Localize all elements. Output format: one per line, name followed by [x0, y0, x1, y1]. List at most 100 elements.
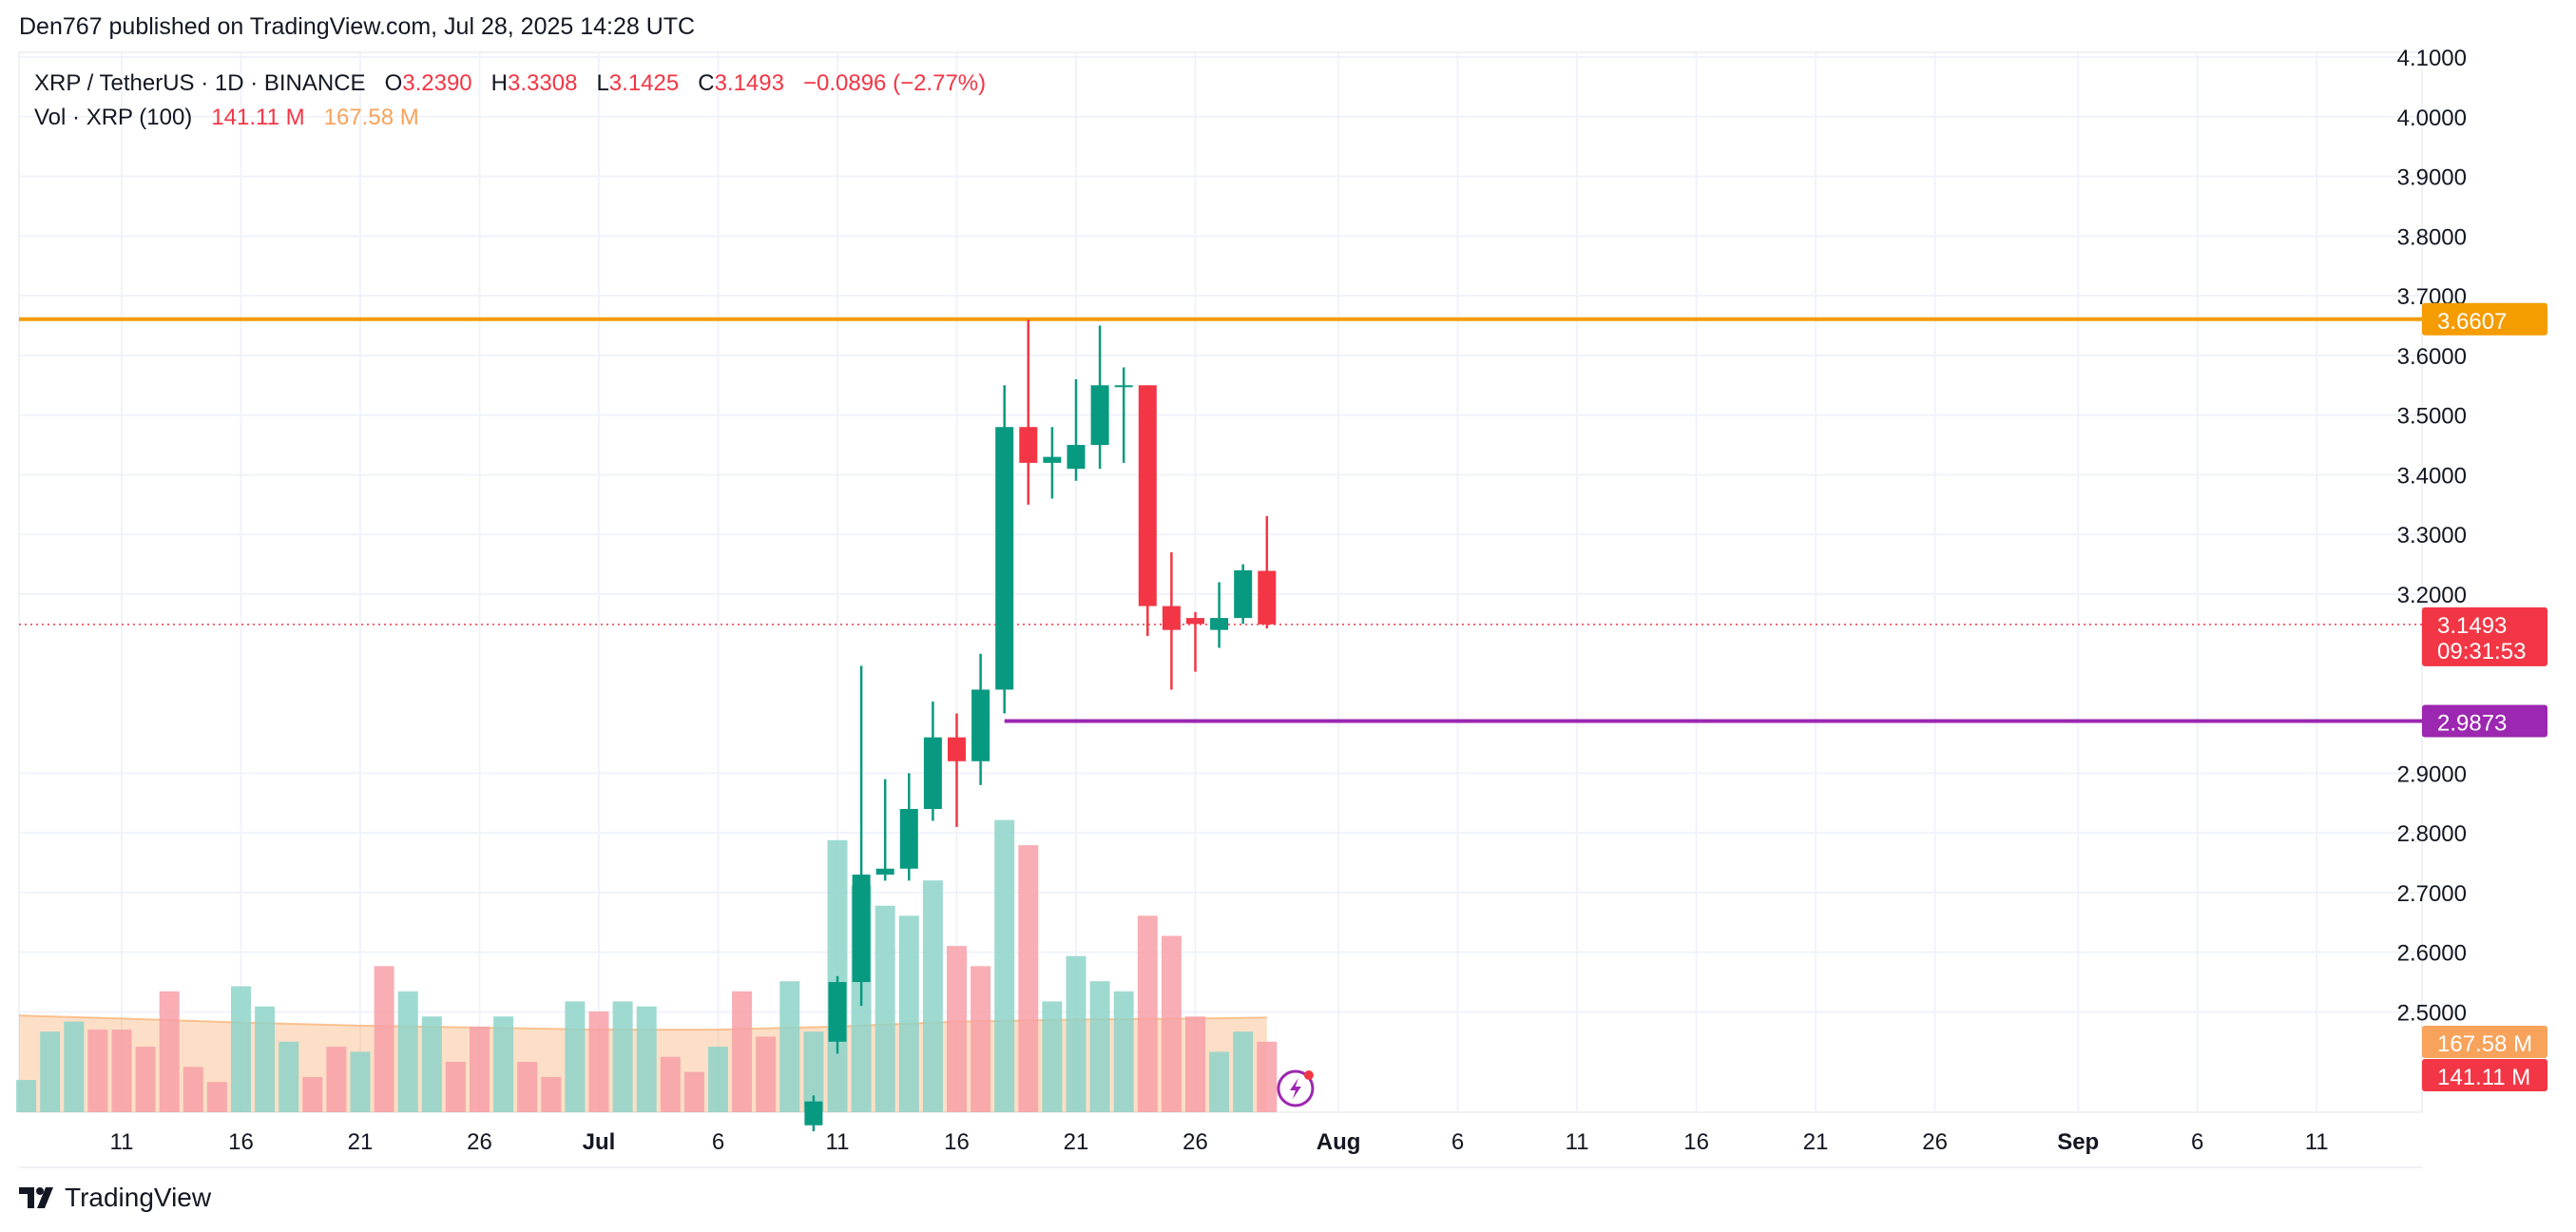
y-tick-label: 3.4000 — [2397, 463, 2467, 489]
volume-ma-label-box — [2422, 1026, 2547, 1058]
y-tick-label: 2.5000 — [2397, 1000, 2467, 1026]
volume-bar — [421, 1016, 442, 1112]
x-tick-label: 11 — [1566, 1129, 1589, 1155]
volume-bar — [326, 1047, 347, 1112]
open-label: O — [384, 70, 403, 96]
candle-body — [1067, 445, 1086, 470]
volume-bar — [1042, 1001, 1063, 1112]
volume-bar — [1233, 1031, 1254, 1112]
y-tick-label: 3.3000 — [2397, 523, 2467, 549]
volume-value-label-text: 141.11 M — [2437, 1065, 2530, 1090]
x-tick-label: 21 — [348, 1129, 374, 1155]
y-tick-label: 3.6000 — [2397, 344, 2467, 370]
current-price-label-text: 09:31:53 — [2437, 639, 2526, 664]
volume-bar — [565, 1001, 586, 1112]
candle-body — [804, 1101, 823, 1126]
x-tick-label: 6 — [1451, 1129, 1464, 1155]
axes: 4.10004.00003.90003.80003.70003.60003.50… — [19, 46, 2467, 1168]
legend-price-row: XRP / TetherUS · 1D · BINANCE O3.2390 H3… — [34, 67, 986, 101]
lightning-dot — [1303, 1070, 1314, 1080]
volume-bar — [517, 1062, 538, 1112]
y-tick-label: 2.6000 — [2397, 941, 2467, 967]
x-tick-label: 16 — [228, 1129, 254, 1155]
volume-pane — [16, 819, 1278, 1112]
candle-body — [1186, 618, 1204, 625]
x-tick-label: 16 — [1683, 1129, 1709, 1155]
symbol-title: XRP / TetherUS · 1D · BINANCE — [34, 70, 366, 96]
candle-body — [923, 737, 942, 809]
close-label: C — [698, 70, 715, 96]
low-label: L — [596, 70, 609, 96]
tradingview-brand[interactable]: TradingView — [19, 1183, 211, 1213]
volume-bar — [994, 819, 1015, 1112]
volume-bar — [683, 1071, 704, 1112]
x-tick-label: 26 — [467, 1129, 492, 1155]
candle-body — [948, 737, 966, 761]
x-tick-label: 21 — [1064, 1129, 1089, 1155]
x-tick-label: 11 — [110, 1129, 134, 1155]
candle-body — [1090, 385, 1109, 446]
volume-bar — [470, 1026, 490, 1112]
tradingview-logo-icon — [19, 1187, 53, 1208]
x-tick-label: Jul — [583, 1129, 616, 1155]
y-tick-label: 3.9000 — [2397, 165, 2467, 191]
candle-body — [1162, 606, 1181, 630]
volume-bar — [1257, 1041, 1278, 1112]
candle-body — [971, 689, 990, 761]
x-tick-label: 26 — [1922, 1129, 1948, 1155]
volume-bar — [183, 1067, 203, 1112]
volume-value: 141.11 M — [211, 105, 305, 130]
candle-body — [1138, 385, 1157, 606]
volume-bar — [111, 1030, 132, 1112]
volume-bar — [1185, 1016, 1205, 1112]
x-tick-label: 6 — [712, 1129, 724, 1155]
volume-bar — [588, 1011, 609, 1112]
volume-bar — [922, 880, 943, 1112]
candle-body — [1114, 385, 1133, 388]
volume-bar — [493, 1016, 514, 1112]
volume-bar — [350, 1051, 371, 1112]
volume-value-label: 141.11 M — [2422, 1059, 2547, 1091]
candle-body — [1234, 569, 1253, 619]
candle-body — [1043, 456, 1062, 463]
resistance-price-label-text: 3.6607 — [2437, 309, 2507, 335]
high-value: 3.3308 — [508, 70, 578, 96]
support-price-label-text: 2.9873 — [2437, 711, 2507, 737]
volume-bar — [40, 1031, 61, 1112]
candle-body — [828, 982, 847, 1042]
volume-bar — [206, 1082, 227, 1112]
y-tick-label: 2.8000 — [2397, 821, 2467, 847]
y-tick-label: 3.8000 — [2397, 224, 2467, 250]
candle-body — [1210, 618, 1229, 630]
grid — [18, 51, 2423, 1113]
legend: XRP / TetherUS · 1D · BINANCE O3.2390 H3… — [34, 67, 986, 135]
x-tick-label: 16 — [944, 1129, 970, 1155]
x-tick-label: 6 — [2191, 1129, 2203, 1155]
volume-bar — [231, 986, 251, 1112]
candle-body — [1258, 570, 1277, 625]
volume-ma-label: 167.58 M — [2422, 1026, 2547, 1058]
volume-bar — [541, 1076, 562, 1112]
volume-bar — [159, 991, 180, 1112]
resistance-price-label: 3.6607 — [2422, 302, 2547, 336]
volume-bar — [1066, 955, 1086, 1112]
candle-body — [875, 868, 894, 876]
volume-bar — [1113, 991, 1134, 1112]
resistance-price-label-box — [2422, 302, 2547, 336]
close-value: 3.1493 — [714, 70, 784, 96]
volume-label: Vol · XRP (100) — [34, 105, 193, 130]
y-tick-label: 2.7000 — [2397, 881, 2467, 907]
support-price-label: 2.9873 — [2422, 704, 2547, 738]
volume-bar — [971, 966, 991, 1112]
volume-bar — [135, 1047, 156, 1112]
volume-ma-label-text: 167.58 M — [2437, 1031, 2532, 1057]
candles — [804, 319, 1315, 1131]
x-tick-label: 11 — [826, 1129, 850, 1155]
volume-bar — [255, 1006, 276, 1112]
candle-body — [899, 809, 918, 869]
volume-ma-value: 167.58 M — [323, 105, 419, 130]
y-tick-label: 4.0000 — [2397, 106, 2467, 131]
x-tick-label: 26 — [1182, 1129, 1208, 1155]
